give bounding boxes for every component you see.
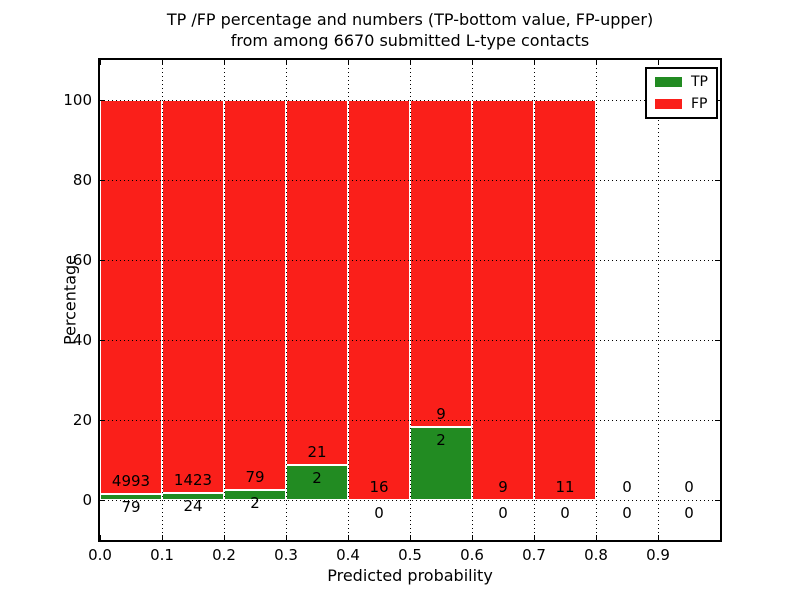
x-tick-label: 0.8 <box>584 546 608 564</box>
x-axis-label: Predicted probability <box>327 566 493 585</box>
fp-count-label: 9 <box>498 478 508 496</box>
tp-count-label: 0 <box>622 504 632 522</box>
fp-count-label: 79 <box>245 468 265 487</box>
x-tick-label: 0.0 <box>88 546 112 564</box>
legend-label: TP <box>691 74 708 90</box>
y-tick-label: 60 <box>72 251 92 269</box>
tp-count-label: 2 <box>250 494 260 513</box>
y-tick-mark <box>715 260 720 261</box>
legend-entry-fp: FP <box>655 97 708 111</box>
y-tick-mark <box>100 340 105 341</box>
x-tick-mark <box>658 60 659 65</box>
legend-swatch-tp <box>655 77 682 87</box>
x-tick-mark <box>596 535 597 540</box>
x-tick-mark <box>658 535 659 540</box>
bar-segment-fp <box>100 100 162 494</box>
y-tick-mark <box>100 420 105 421</box>
bar-segment-tp <box>286 465 348 500</box>
fp-count-label: 9 <box>436 405 446 424</box>
plot-area: 4993 79 1423 24 79 2 21 2 16 0 9 2 9 0 11 0 0 0 0 0 <box>98 58 722 542</box>
bar-segment-fp <box>348 100 410 500</box>
tp-count-label: 0 <box>560 504 570 522</box>
y-tick-label: 100 <box>63 91 92 109</box>
y-tick-mark <box>715 420 720 421</box>
legend-swatch-fp <box>655 99 682 109</box>
x-tick-mark <box>410 535 411 540</box>
bar-segment-fp <box>286 100 348 466</box>
tp-count-label: 0 <box>498 504 508 522</box>
y-tick-mark <box>100 260 105 261</box>
y-tick-label: 0 <box>82 491 92 509</box>
y-tick-mark <box>100 180 105 181</box>
x-tick-mark <box>162 60 163 65</box>
v-gridline <box>596 60 597 540</box>
x-tick-mark <box>286 60 287 65</box>
y-tick-label: 20 <box>72 411 92 429</box>
legend-entry-tp: TP <box>655 75 708 89</box>
x-tick-mark <box>596 60 597 65</box>
y-tick-mark <box>100 500 105 501</box>
bar-segment-fp <box>472 100 534 500</box>
x-tick-label: 0.9 <box>646 546 670 564</box>
y-tick-mark <box>715 180 720 181</box>
x-tick-mark <box>100 535 101 540</box>
tp-count-label: 24 <box>183 497 203 516</box>
tp-count-label: 2 <box>436 431 446 450</box>
y-tick-mark <box>715 500 720 501</box>
x-tick-mark <box>472 535 473 540</box>
x-tick-mark <box>534 535 535 540</box>
x-tick-label: 0.1 <box>150 546 174 564</box>
fp-count-label: 0 <box>684 478 694 496</box>
x-tick-mark <box>224 535 225 540</box>
y-tick-mark <box>715 340 720 341</box>
x-tick-mark <box>410 60 411 65</box>
tp-count-label: 0 <box>374 504 384 522</box>
y-tick-mark <box>100 100 105 101</box>
fp-count-label: 21 <box>307 443 327 462</box>
tp-count-label: 0 <box>684 504 694 522</box>
x-tick-mark <box>224 60 225 65</box>
y-tick-label: 80 <box>72 171 92 189</box>
bar-segment-fp <box>534 100 596 500</box>
chart-title-line2: from among 6670 submitted L-type contact… <box>230 31 590 50</box>
tp-count-label: 2 <box>312 469 322 488</box>
fp-count-label: 0 <box>622 478 632 496</box>
x-tick-label: 0.2 <box>212 546 236 564</box>
fp-count-label: 1423 <box>173 471 213 490</box>
bar-segment-fp <box>162 100 224 494</box>
legend-label: FP <box>691 96 708 112</box>
bar-segment-tp <box>100 493 162 500</box>
fp-count-label: 4993 <box>111 471 151 490</box>
bar-segment-fp <box>224 100 286 491</box>
x-tick-mark <box>472 60 473 65</box>
x-tick-label: 0.4 <box>336 546 360 564</box>
x-tick-label: 0.5 <box>398 546 422 564</box>
fp-count-label: 16 <box>369 478 389 496</box>
fp-count-label: 11 <box>555 478 575 496</box>
x-tick-label: 0.6 <box>460 546 484 564</box>
chart-title: TP /FP percentage and numbers (TP-bottom… <box>90 9 730 51</box>
x-tick-mark <box>286 535 287 540</box>
legend: TP FP <box>645 67 718 119</box>
chart-title-line1: TP /FP percentage and numbers (TP-bottom… <box>166 10 654 29</box>
x-tick-label: 0.7 <box>522 546 546 564</box>
x-tick-label: 0.3 <box>274 546 298 564</box>
bar-segment-fp <box>410 100 472 428</box>
x-tick-mark <box>348 60 349 65</box>
x-tick-mark <box>100 60 101 65</box>
y-tick-label: 40 <box>72 331 92 349</box>
x-tick-mark <box>534 60 535 65</box>
x-tick-mark <box>348 535 349 540</box>
x-tick-mark <box>162 535 163 540</box>
tp-count-label: 79 <box>121 497 141 516</box>
v-gridline <box>658 60 659 540</box>
